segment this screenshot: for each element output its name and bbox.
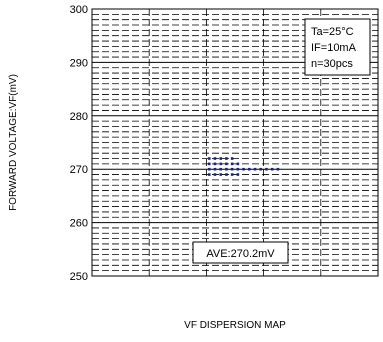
data-point bbox=[270, 167, 274, 171]
y-tick-label: 290 bbox=[70, 57, 88, 69]
conditions-box: Ta=25°C IF=10mA n=30pcs bbox=[304, 18, 371, 76]
data-point bbox=[213, 173, 217, 176]
data-point bbox=[207, 173, 211, 176]
y-tick-labels: 300 290 280 270 260 250 bbox=[70, 4, 88, 283]
data-point bbox=[236, 162, 240, 166]
conditions-box-frame bbox=[304, 18, 371, 76]
average-value: AVE:270.2mV bbox=[206, 248, 275, 260]
y-tick-label: 250 bbox=[70, 271, 88, 283]
chart-title: VF DISPERSION MAP bbox=[184, 320, 286, 331]
data-point bbox=[213, 167, 217, 171]
data-point bbox=[225, 162, 228, 166]
data-point bbox=[213, 162, 217, 166]
condition-current: IF=10mA bbox=[311, 42, 357, 54]
data-point bbox=[230, 167, 234, 171]
data-point bbox=[225, 173, 228, 176]
plot-frame bbox=[91, 8, 379, 277]
data-point bbox=[253, 167, 257, 171]
data-point bbox=[219, 167, 222, 171]
data-point bbox=[236, 173, 240, 176]
data-points bbox=[207, 157, 280, 176]
data-point bbox=[219, 162, 222, 166]
data-point bbox=[225, 157, 228, 160]
y-tick-label: 260 bbox=[70, 218, 88, 230]
data-point bbox=[242, 167, 245, 171]
data-point bbox=[213, 157, 217, 160]
data-point bbox=[230, 173, 234, 176]
grid-lines bbox=[92, 9, 378, 276]
data-point bbox=[276, 167, 280, 171]
y-tick-label: 300 bbox=[70, 4, 88, 16]
data-point bbox=[265, 167, 268, 171]
condition-temperature: Ta=25°C bbox=[311, 26, 354, 38]
y-axis-label: FORWARD VOLTAGE:VF(mV) bbox=[8, 74, 19, 211]
condition-sample-count: n=30pcs bbox=[311, 58, 353, 70]
data-point bbox=[230, 157, 234, 160]
y-tick-label: 280 bbox=[70, 111, 88, 123]
average-box: AVE:270.2mV bbox=[192, 241, 289, 264]
data-point bbox=[207, 157, 211, 160]
data-point bbox=[225, 167, 228, 171]
data-point bbox=[207, 162, 211, 166]
data-point bbox=[219, 157, 222, 160]
data-point bbox=[207, 167, 211, 171]
data-point bbox=[259, 167, 263, 171]
y-tick-label: 270 bbox=[70, 164, 88, 176]
average-box-frame bbox=[192, 241, 289, 264]
data-point bbox=[219, 173, 222, 176]
data-point bbox=[230, 162, 234, 166]
data-point bbox=[248, 167, 251, 171]
data-point bbox=[236, 167, 240, 171]
